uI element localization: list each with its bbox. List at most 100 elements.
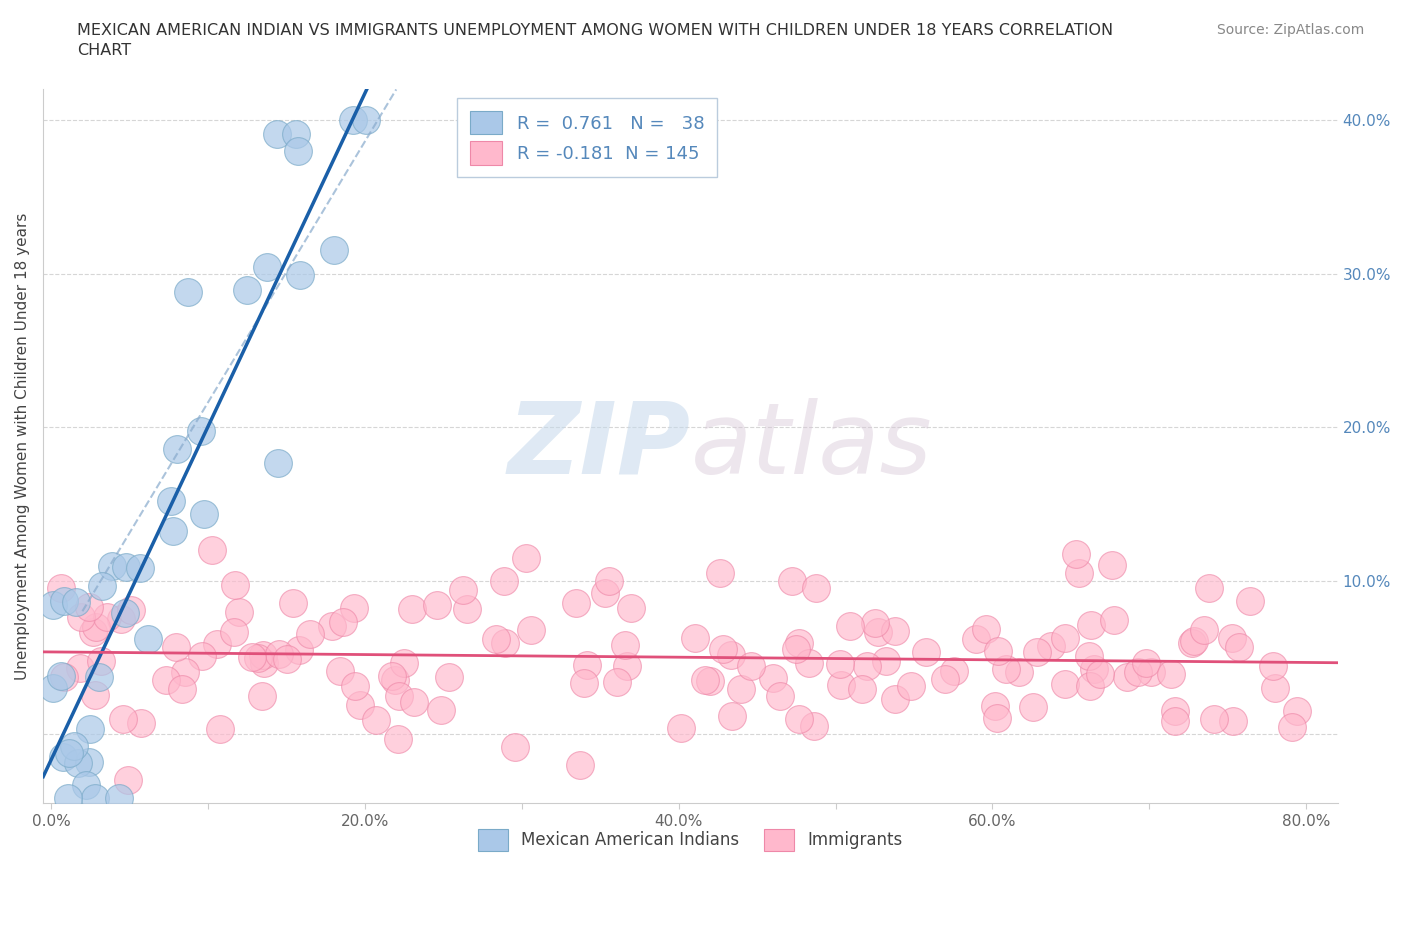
Point [1008, 665, 1031, 680]
Point [620, 601, 643, 616]
Text: MEXICAN AMERICAN INDIAN VS IMMIGRANTS UNEMPLOYMENT AMONG WOMEN WITH CHILDREN UND: MEXICAN AMERICAN INDIAN VS IMMIGRANTS UN… [77, 23, 1114, 58]
Point [343, 679, 366, 694]
Point [1080, 679, 1102, 694]
Point [451, 582, 474, 597]
Point [252, 647, 274, 662]
Point [267, 646, 290, 661]
Point [190, 423, 212, 438]
Point [387, 732, 409, 747]
Point [172, 681, 194, 696]
Point [51, 669, 73, 684]
Point [52, 593, 75, 608]
Point [266, 126, 288, 141]
Point [67, 756, 90, 771]
Point [1054, 677, 1077, 692]
Point [111, 711, 134, 726]
Point [155, 673, 177, 688]
Point [593, 585, 616, 600]
Point [84, 791, 107, 806]
Point [384, 673, 406, 688]
Point [77, 599, 100, 614]
Point [974, 622, 997, 637]
Point [769, 689, 792, 704]
Point [332, 615, 354, 630]
Point [1182, 634, 1205, 649]
Point [1088, 667, 1111, 682]
Point [1239, 594, 1261, 609]
Point [287, 143, 309, 158]
Point [96, 610, 118, 625]
Point [1128, 665, 1150, 680]
Point [79, 755, 101, 770]
Point [429, 702, 451, 717]
Point [1164, 704, 1187, 719]
Point [388, 688, 411, 703]
Point [222, 624, 245, 639]
Point [572, 675, 595, 690]
Point [884, 624, 907, 639]
Point [851, 681, 873, 696]
Point [101, 558, 124, 573]
Point [290, 268, 312, 283]
Point [503, 739, 526, 754]
Point [174, 664, 197, 679]
Point [984, 698, 1007, 713]
Point [91, 579, 114, 594]
Point [1264, 681, 1286, 696]
Point [321, 618, 343, 633]
Point [720, 648, 742, 663]
Point [114, 560, 136, 575]
Point [89, 670, 111, 684]
Point [711, 642, 734, 657]
Point [884, 692, 907, 707]
Point [381, 668, 404, 683]
Point [437, 670, 460, 684]
Point [165, 639, 187, 654]
Point [201, 542, 224, 557]
Point [1198, 580, 1220, 595]
Point [276, 652, 298, 667]
Point [114, 605, 136, 620]
Point [839, 618, 862, 633]
Point [568, 757, 591, 772]
Point [342, 113, 364, 127]
Point [1078, 648, 1101, 663]
Point [1115, 670, 1137, 684]
Point [830, 657, 852, 671]
Point [329, 663, 352, 678]
Point [515, 550, 537, 565]
Point [228, 604, 250, 619]
Point [285, 126, 308, 141]
Point [224, 578, 246, 593]
Point [343, 600, 366, 615]
Point [492, 573, 515, 588]
Point [875, 654, 897, 669]
Text: atlas: atlas [690, 398, 932, 495]
Point [1067, 565, 1090, 580]
Point [721, 709, 744, 724]
Point [56, 791, 79, 806]
Point [565, 596, 588, 611]
Point [1181, 635, 1204, 650]
Point [685, 631, 707, 645]
Point [1220, 630, 1243, 644]
Point [1083, 661, 1105, 676]
Point [1204, 712, 1226, 727]
Point [246, 651, 269, 666]
Point [191, 649, 214, 664]
Point [830, 678, 852, 693]
Point [1160, 667, 1182, 682]
Point [69, 660, 91, 675]
Point [75, 777, 97, 792]
Point [256, 260, 278, 275]
Point [267, 456, 290, 471]
Point [1285, 704, 1308, 719]
Point [1101, 558, 1123, 573]
Point [856, 658, 879, 673]
Point [288, 643, 311, 658]
Point [90, 654, 112, 669]
Point [520, 622, 543, 637]
Point [1222, 713, 1244, 728]
Point [53, 670, 76, 684]
Point [616, 658, 638, 673]
